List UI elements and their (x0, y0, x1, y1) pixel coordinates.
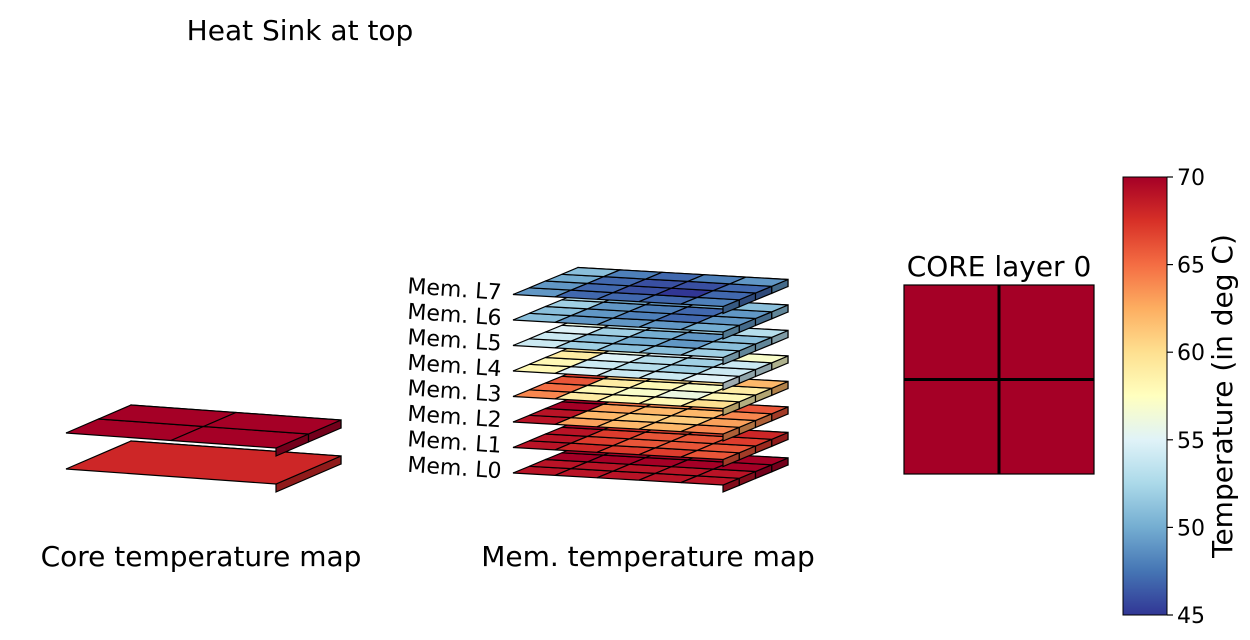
core-slab (65, 404, 342, 457)
core-heat-cell (904, 285, 999, 380)
colorbar-tick-label: 65 (1177, 254, 1205, 279)
core-layer-0-heatmap (903, 284, 1095, 475)
colorbar: 45 50 55 60 65 70 Temperature (in deg C) (1122, 166, 1239, 629)
colorbar-tick-label: 50 (1177, 516, 1205, 541)
core-heat-cell (999, 285, 1094, 380)
colorbar-tick-label: 70 (1177, 166, 1205, 191)
heat-sink-label: Heat Sink at top (187, 14, 414, 47)
core-map-caption: Core temperature map (41, 540, 362, 573)
colorbar-label: Temperature (in deg C) (1206, 234, 1239, 559)
colorbar-gradient (1122, 176, 1168, 616)
core-heat-cell (904, 379, 999, 474)
colorbar-tick-label: 60 (1177, 341, 1205, 366)
core-heatmap-frame (903, 284, 1095, 475)
heat-cell (203, 411, 342, 435)
colorbar-ticks: 45 50 55 60 65 70 (1167, 166, 1205, 629)
colorbar-tick-label: 55 (1177, 429, 1205, 454)
mem-slab (512, 266, 789, 315)
heat-cell (65, 440, 342, 485)
core-slab (65, 440, 342, 493)
core-layer-title: CORE layer 0 (907, 250, 1092, 283)
core-temperature-stack (65, 404, 342, 493)
heat-cell (729, 276, 789, 287)
colorbar-tick-label: 45 (1177, 604, 1205, 629)
memory-temperature-stack (512, 266, 789, 493)
mem-map-caption: Mem. temperature map (481, 540, 815, 573)
core-heat-cell (999, 379, 1094, 474)
